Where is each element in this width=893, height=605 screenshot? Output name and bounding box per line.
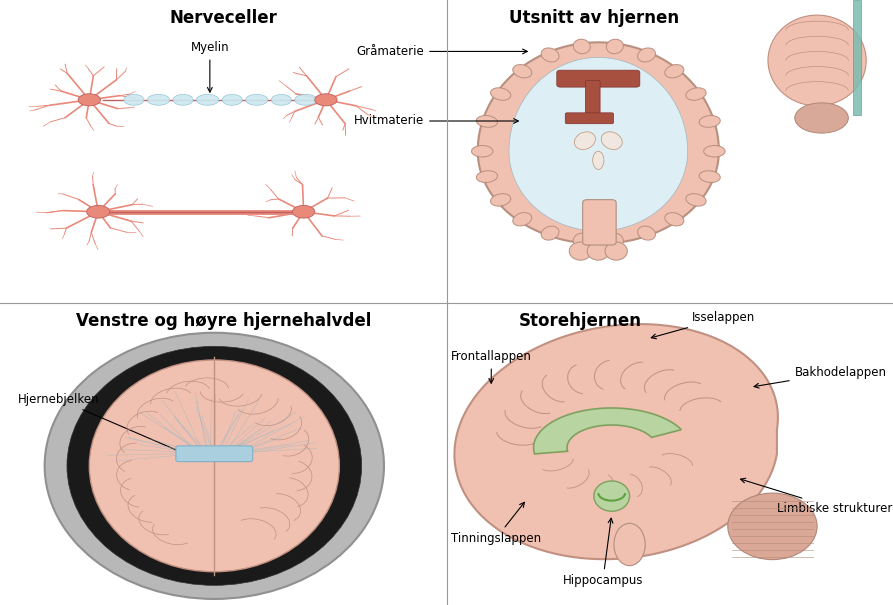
Ellipse shape xyxy=(605,242,628,260)
Ellipse shape xyxy=(686,194,706,206)
Ellipse shape xyxy=(476,116,497,127)
Ellipse shape xyxy=(513,65,532,78)
Ellipse shape xyxy=(541,226,559,240)
Ellipse shape xyxy=(314,94,338,106)
Ellipse shape xyxy=(222,94,242,105)
Ellipse shape xyxy=(728,493,817,560)
Text: Storehjernen: Storehjernen xyxy=(519,312,642,330)
Ellipse shape xyxy=(513,212,532,226)
Ellipse shape xyxy=(87,206,110,218)
Text: Hjernebjelken: Hjernebjelken xyxy=(18,393,188,456)
Text: Isselappen: Isselappen xyxy=(651,311,755,339)
Ellipse shape xyxy=(89,360,339,572)
Ellipse shape xyxy=(638,226,655,240)
Text: Nerveceller: Nerveceller xyxy=(170,9,277,27)
Ellipse shape xyxy=(67,346,362,586)
Ellipse shape xyxy=(614,523,646,566)
Ellipse shape xyxy=(573,39,590,54)
Ellipse shape xyxy=(664,65,684,78)
Polygon shape xyxy=(509,57,688,231)
Text: Frontallappen: Frontallappen xyxy=(451,350,532,383)
Ellipse shape xyxy=(699,171,721,183)
Ellipse shape xyxy=(570,242,592,260)
Text: Utsnitt av hjernen: Utsnitt av hjernen xyxy=(509,9,679,27)
Text: Gråmaterie: Gråmaterie xyxy=(356,45,528,58)
Ellipse shape xyxy=(573,233,590,247)
FancyBboxPatch shape xyxy=(586,80,600,122)
Ellipse shape xyxy=(699,116,721,127)
Ellipse shape xyxy=(124,94,144,105)
Ellipse shape xyxy=(638,48,655,62)
Ellipse shape xyxy=(490,194,511,206)
Ellipse shape xyxy=(173,94,193,105)
Text: Bakhodelappen: Bakhodelappen xyxy=(754,365,887,388)
Ellipse shape xyxy=(490,88,511,100)
Ellipse shape xyxy=(79,94,100,106)
FancyBboxPatch shape xyxy=(557,70,639,87)
Ellipse shape xyxy=(147,94,170,105)
Polygon shape xyxy=(455,324,778,559)
Ellipse shape xyxy=(587,242,609,260)
Ellipse shape xyxy=(196,94,219,105)
Text: Hvitmaterie: Hvitmaterie xyxy=(354,114,518,128)
Ellipse shape xyxy=(246,94,268,105)
Ellipse shape xyxy=(704,146,725,157)
Ellipse shape xyxy=(606,233,623,247)
Ellipse shape xyxy=(768,15,866,106)
Ellipse shape xyxy=(795,103,848,133)
Ellipse shape xyxy=(541,48,559,62)
Ellipse shape xyxy=(295,94,317,105)
FancyBboxPatch shape xyxy=(582,200,616,245)
Ellipse shape xyxy=(594,481,630,511)
Ellipse shape xyxy=(472,145,493,157)
Ellipse shape xyxy=(593,151,604,169)
Text: Hippocampus: Hippocampus xyxy=(563,518,643,587)
Text: Myelin: Myelin xyxy=(190,42,230,92)
Ellipse shape xyxy=(476,171,497,183)
Ellipse shape xyxy=(606,39,623,54)
Ellipse shape xyxy=(574,132,596,149)
Ellipse shape xyxy=(686,88,706,100)
Text: Venstre og høyre hjernehalvdel: Venstre og høyre hjernehalvdel xyxy=(76,312,371,330)
FancyBboxPatch shape xyxy=(176,446,253,462)
Text: Tinningslappen: Tinningslappen xyxy=(451,502,541,545)
Ellipse shape xyxy=(292,206,315,218)
Ellipse shape xyxy=(271,94,291,105)
FancyBboxPatch shape xyxy=(853,0,861,115)
Ellipse shape xyxy=(664,212,684,226)
Polygon shape xyxy=(478,42,719,244)
Text: Limbiske strukturer: Limbiske strukturer xyxy=(740,479,892,515)
Polygon shape xyxy=(534,408,681,454)
Ellipse shape xyxy=(45,333,384,599)
Ellipse shape xyxy=(601,132,622,149)
FancyBboxPatch shape xyxy=(565,113,613,124)
